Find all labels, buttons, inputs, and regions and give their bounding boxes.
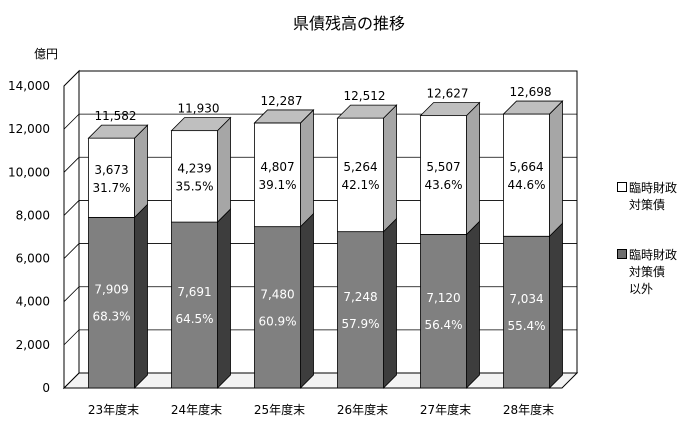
legend-label-other-line3: 以外	[629, 282, 654, 296]
legend-item-other: 臨時財政 対策債 以外	[617, 247, 677, 298]
gridline	[63, 156, 577, 173]
total-label: 11,930	[178, 102, 220, 116]
x-tick-label: 23年度末	[88, 402, 139, 417]
y-tick-label: 14,000	[8, 79, 50, 93]
total-label: 11,582	[95, 109, 137, 123]
bar-other	[503, 235, 550, 389]
bar-top	[170, 117, 232, 132]
legend-swatch-other	[617, 249, 627, 259]
bar-side-other	[217, 208, 231, 389]
bar-side-other	[300, 212, 314, 389]
percent-label-rinji: 42.1%	[341, 178, 379, 192]
percent-label-other: 55.4%	[507, 319, 545, 333]
bar-other	[420, 234, 467, 389]
bar-other	[254, 226, 301, 389]
x-tick-label: 24年度末	[171, 402, 222, 417]
x-tick-label: 26年度末	[337, 402, 388, 417]
bar-top	[502, 100, 564, 115]
y-tick-label: 4,000	[16, 295, 50, 309]
gridline	[63, 329, 577, 346]
bar-other	[337, 231, 384, 389]
value-label-other: 7,691	[177, 285, 211, 299]
bar-rinji	[171, 130, 218, 223]
bar-top	[87, 124, 149, 139]
percent-label-rinji: 31.7%	[92, 181, 130, 195]
y-axis-unit-label: 億円	[34, 47, 59, 61]
bar-rinji	[337, 117, 384, 233]
value-label-other: 7,034	[509, 292, 543, 306]
gridline	[63, 200, 577, 216]
total-label: 12,512	[344, 89, 386, 103]
percent-label-other: 64.5%	[175, 312, 213, 326]
bar-other	[171, 221, 218, 389]
total-label: 12,287	[261, 94, 303, 108]
bar-side-other	[383, 217, 397, 389]
bar-rinji	[420, 115, 467, 235]
y-tick-label: 12,000	[8, 122, 50, 136]
legend-label-other-line1: 臨時財政	[629, 248, 678, 262]
y-tick-label: 10,000	[8, 165, 50, 179]
percent-label-other: 60.9%	[258, 314, 296, 328]
value-label-rinji: 5,264	[343, 160, 377, 174]
bar-side-rinji	[466, 101, 480, 236]
total-label: 12,698	[510, 85, 552, 99]
gridline	[63, 113, 577, 130]
chart-back-wall	[78, 70, 578, 374]
bar-side-other	[466, 220, 480, 389]
value-label-rinji: 5,507	[426, 160, 460, 174]
bar-top	[336, 104, 398, 119]
value-label-other: 7,480	[260, 287, 294, 301]
legend-label-rinji-line2: 対策債	[629, 198, 666, 212]
percent-label-rinji: 35.5%	[175, 179, 213, 193]
y-tick-label: 8,000	[16, 208, 50, 222]
bar-top	[253, 109, 315, 124]
y-tick-label: 2,000	[16, 338, 50, 352]
y-tick-label: 0	[42, 381, 50, 395]
bar-rinji	[254, 122, 301, 228]
bar-side-rinji	[383, 104, 397, 233]
bar-rinji	[88, 137, 135, 218]
bar-side-other	[549, 222, 563, 389]
bar-side-rinji	[300, 108, 314, 228]
bar-side-rinji	[549, 100, 563, 238]
percent-label-rinji: 39.1%	[258, 178, 296, 192]
chart-title: 県債残高の推移	[292, 14, 405, 33]
gridline	[63, 286, 577, 302]
bar-top	[419, 102, 481, 117]
percent-label-rinji: 44.6%	[507, 178, 545, 192]
value-label-rinji: 3,673	[94, 163, 128, 177]
bar-other	[88, 216, 135, 389]
percent-label-other: 56.4%	[424, 318, 462, 332]
percent-label-rinji: 43.6%	[424, 178, 462, 192]
value-label-rinji: 4,807	[260, 160, 294, 174]
value-label-rinji: 4,239	[177, 161, 211, 175]
legend-item-rinji: 臨時財政 対策債	[617, 180, 677, 214]
value-label-other: 7,120	[426, 291, 460, 305]
bar-side-rinji	[134, 124, 148, 219]
x-tick-label: 27年度末	[420, 402, 471, 417]
legend-swatch-rinji	[617, 182, 627, 192]
bar-side-other	[134, 203, 148, 389]
percent-label-other: 57.9%	[341, 317, 379, 331]
gridline	[63, 243, 577, 259]
percent-label-other: 68.3%	[92, 310, 130, 324]
value-label-rinji: 5,664	[509, 160, 543, 174]
legend-label-other-line2: 対策債	[629, 265, 666, 279]
chart-side-wall	[63, 69, 80, 390]
x-tick-label: 28年度末	[503, 402, 554, 417]
bar-side-rinji	[217, 116, 231, 224]
y-tick-label: 6,000	[16, 252, 50, 266]
bar-rinji	[503, 113, 550, 237]
total-label: 12,627	[427, 87, 469, 101]
x-tick-label: 25年度末	[254, 402, 305, 417]
value-label-other: 7,909	[94, 283, 128, 297]
legend-label-rinji-line1: 臨時財政	[629, 181, 678, 195]
value-label-other: 7,248	[343, 290, 377, 304]
